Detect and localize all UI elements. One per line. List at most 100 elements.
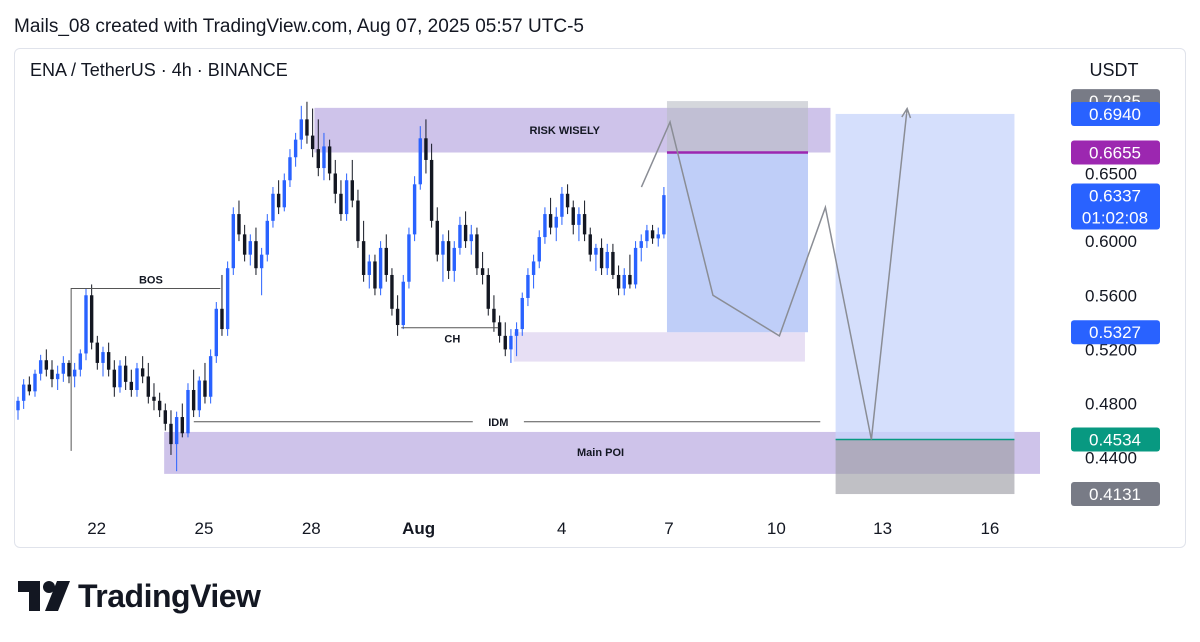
price-label-bg xyxy=(1071,101,1160,126)
candle-body xyxy=(254,241,258,269)
candle-body xyxy=(84,295,88,354)
candle xyxy=(605,243,609,275)
candle xyxy=(582,200,587,242)
candle-body xyxy=(384,247,388,275)
candle-body xyxy=(174,417,179,445)
candle xyxy=(412,176,417,242)
candle-body xyxy=(469,234,473,242)
candle xyxy=(254,227,258,275)
zones-layer xyxy=(164,101,1040,495)
x-tick-label: 22 xyxy=(87,519,106,538)
candle xyxy=(135,362,139,397)
candle xyxy=(645,224,649,248)
candle-body xyxy=(44,360,49,370)
candle-body xyxy=(407,234,411,282)
candles-layer xyxy=(16,101,666,472)
candle xyxy=(401,274,405,330)
candle xyxy=(577,207,581,242)
candle-body xyxy=(95,342,100,363)
candle-body xyxy=(537,237,541,262)
candle-body xyxy=(265,220,269,255)
long-stop-box xyxy=(835,439,1015,495)
candle xyxy=(16,396,20,420)
candle xyxy=(446,230,451,280)
candle-body xyxy=(492,308,496,323)
candle-body xyxy=(531,261,536,275)
ch-zone xyxy=(513,332,805,362)
candle-body xyxy=(106,352,111,370)
short-stop-box xyxy=(666,101,809,153)
candle xyxy=(520,292,524,336)
price-label-target: 0.6940 xyxy=(1071,101,1160,126)
currency-label[interactable]: USDT xyxy=(1090,60,1139,80)
candle-body xyxy=(140,368,145,377)
candle-body xyxy=(588,234,592,255)
candle xyxy=(237,200,241,242)
candle xyxy=(299,105,303,150)
candle-body xyxy=(628,274,632,285)
candle-body xyxy=(293,139,298,158)
y-tick-label: 0.4400 xyxy=(1085,449,1137,468)
candle xyxy=(622,268,626,296)
candle-body xyxy=(390,274,394,309)
candle-body xyxy=(361,241,366,275)
y-tick-label: 0.5600 xyxy=(1085,286,1137,305)
candle xyxy=(95,335,100,370)
price-label-bg xyxy=(1071,427,1160,452)
candle-body xyxy=(231,214,236,269)
overlays-layer: BOS CH IDM RISK WISELY Main POI xyxy=(70,106,912,459)
candle xyxy=(384,234,388,282)
candle-body xyxy=(299,119,303,140)
candle-body xyxy=(543,214,547,238)
candle-body xyxy=(21,384,26,401)
candle-body xyxy=(503,335,507,350)
candle xyxy=(282,173,286,212)
candle-body xyxy=(486,274,490,309)
candle xyxy=(27,376,32,396)
candle-body xyxy=(259,254,264,269)
candle xyxy=(157,392,162,418)
candle xyxy=(106,342,111,377)
candle xyxy=(350,159,354,208)
candle xyxy=(435,207,439,262)
candle-body xyxy=(135,368,139,390)
short-target-box xyxy=(666,152,809,333)
candle-body xyxy=(152,396,156,401)
candle xyxy=(248,234,252,266)
candle-body xyxy=(333,173,337,194)
main-poi-label: Main POI xyxy=(577,447,624,459)
candle xyxy=(44,349,49,377)
candle xyxy=(344,173,349,221)
candle-body xyxy=(282,180,286,208)
candle xyxy=(662,187,666,239)
price-label-text: 0.6940 xyxy=(1089,105,1141,124)
candle-body xyxy=(560,193,564,217)
tradingview-logo[interactable]: TradingView xyxy=(18,576,261,616)
x-tick-label: 13 xyxy=(873,519,892,538)
candle xyxy=(503,322,507,357)
candle-body xyxy=(480,268,485,275)
x-tick-label: 4 xyxy=(557,519,566,538)
candle xyxy=(38,354,43,381)
candle-body xyxy=(220,308,224,330)
candle xyxy=(639,234,643,262)
x-tick-label: 28 xyxy=(302,519,321,538)
y-tick-label: 0.5200 xyxy=(1085,340,1137,359)
candle xyxy=(463,211,468,248)
candle-body xyxy=(55,373,60,380)
candle xyxy=(21,379,26,409)
candle xyxy=(333,159,337,204)
candle xyxy=(129,369,134,397)
candle-body xyxy=(208,356,213,397)
candle xyxy=(616,265,621,296)
candle xyxy=(452,241,456,282)
candle-body xyxy=(316,149,320,169)
candle-body xyxy=(463,224,468,242)
candle-body xyxy=(163,410,168,424)
y-tick-label: 0.6500 xyxy=(1085,164,1137,183)
candle xyxy=(356,189,360,248)
candle xyxy=(271,187,275,228)
candle-body xyxy=(322,146,326,169)
candle-body xyxy=(622,274,626,289)
